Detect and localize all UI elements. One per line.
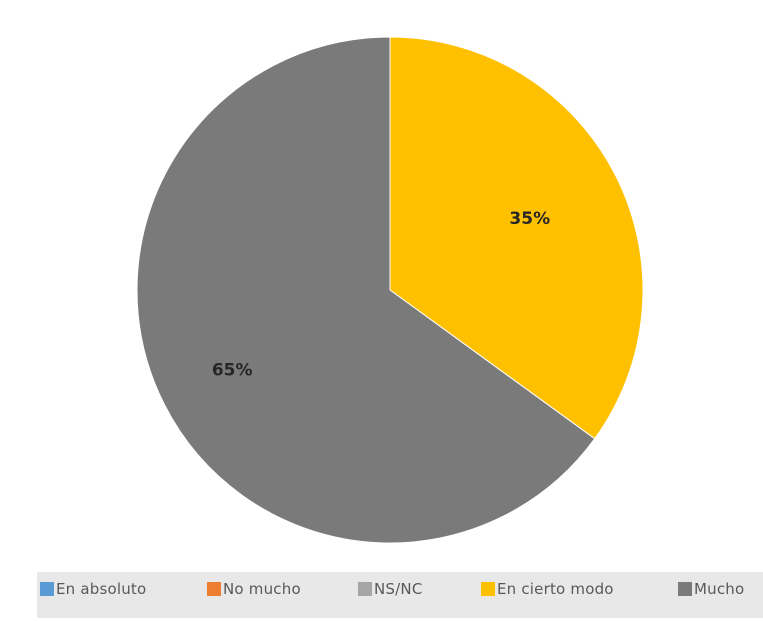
legend-swatch-en-cierto-modo	[481, 582, 495, 596]
legend-label-mucho: Mucho	[694, 580, 745, 598]
legend-label-en-cierto-modo: En cierto modo	[497, 580, 614, 598]
legend-item-en-absoluto: En absoluto	[40, 580, 147, 598]
legend-item-en-cierto-modo: En cierto modo	[481, 580, 614, 598]
legend-item-ns-nc: NS/NC	[358, 580, 423, 598]
data-label-en-cierto-modo: 35%	[509, 209, 550, 229]
data-label-mucho: 65%	[212, 360, 253, 380]
legend-label-no-mucho: No mucho	[223, 580, 301, 598]
legend-swatch-mucho	[678, 582, 692, 596]
legend-item-mucho: Mucho	[678, 580, 745, 598]
chart-area: 35% 65%	[136, 36, 644, 544]
pie-slice-en-cierto-modo	[389, 36, 644, 440]
legend-item-no-mucho: No mucho	[207, 580, 301, 598]
pie-slice-mucho	[136, 36, 596, 544]
legend-swatch-en-absoluto	[40, 582, 54, 596]
pie-chart: 35% 65%	[136, 36, 644, 544]
chart-legend: En absoluto No mucho NS/NC En cierto mod…	[37, 572, 763, 618]
legend-swatch-ns-nc	[358, 582, 372, 596]
legend-label-ns-nc: NS/NC	[374, 580, 423, 598]
legend-swatch-no-mucho	[207, 582, 221, 596]
legend-label-en-absoluto: En absoluto	[56, 580, 147, 598]
